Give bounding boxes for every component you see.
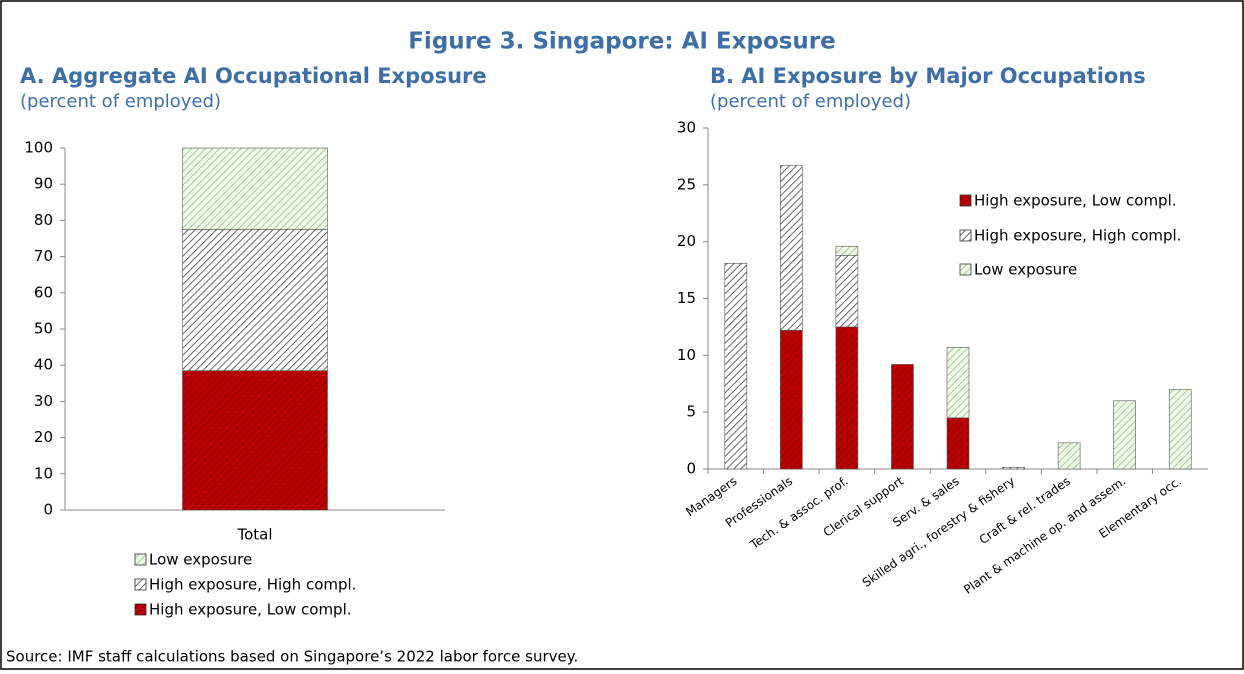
legend-swatch	[134, 603, 147, 616]
legend-swatch	[134, 578, 147, 591]
y-tick-label: 60	[34, 283, 53, 301]
legend-label: High exposure, High compl.	[974, 227, 1181, 245]
legend-label: High exposure, High compl.	[149, 576, 356, 594]
bar-segment	[835, 326, 859, 470]
y-tick-label: 0	[686, 460, 696, 478]
y-tick-label: 0	[43, 501, 53, 519]
bar-segment	[1057, 442, 1081, 470]
y-tick-label: 90	[34, 175, 53, 193]
legend-label: Low exposure	[149, 551, 252, 569]
y-tick-label: 5	[686, 403, 696, 421]
bar-segment	[835, 245, 859, 256]
y-tick-label: 30	[34, 392, 53, 410]
panel-title: B. AI Exposure by Major Occupations	[710, 64, 1146, 88]
panel-subtitle: (percent of employed)	[20, 91, 221, 112]
bar-segment	[1113, 400, 1136, 470]
legend-label: High exposure, Low compl.	[149, 601, 352, 619]
y-tick-label: 10	[34, 464, 53, 482]
y-tick-label: 40	[34, 356, 53, 374]
x-tick-label: Craft & rel. trades	[977, 474, 1073, 547]
bar-segment	[835, 255, 859, 328]
bar-segment	[1168, 389, 1192, 470]
y-tick-label: 100	[24, 139, 53, 157]
legend-swatch	[959, 194, 972, 207]
bar-segment	[182, 370, 328, 511]
figure-title: Figure 3. Singapore: AI Exposure	[408, 29, 836, 55]
y-tick-label: 20	[34, 428, 53, 446]
panel-title: A. Aggregate AI Occupational Exposure	[20, 64, 487, 88]
bar-segment	[946, 417, 970, 470]
y-tick-label: 50	[34, 320, 53, 338]
bar-segment	[780, 330, 803, 470]
y-tick-label: 25	[677, 175, 696, 193]
y-tick-label: 80	[34, 211, 53, 229]
bar-segment	[724, 262, 748, 470]
y-tick-label: 30	[677, 119, 696, 137]
legend-label: High exposure, Low compl.	[974, 192, 1177, 210]
bar-segment	[946, 347, 970, 419]
bar-segment	[780, 165, 803, 331]
y-tick-label: 10	[677, 346, 696, 364]
y-tick-label: 70	[34, 247, 53, 265]
y-tick-label: 20	[677, 232, 696, 250]
legend-swatch	[134, 553, 147, 566]
legend-swatch	[959, 229, 972, 242]
bar-segment	[182, 147, 328, 230]
panel-subtitle: (percent of employed)	[710, 91, 911, 112]
x-tick-label: Tech. & assoc. prof.	[747, 474, 851, 553]
legend-swatch	[959, 263, 972, 276]
source: Source: IMF staff calculations based on …	[6, 648, 578, 666]
legend-label: Low exposure	[974, 261, 1077, 279]
bar-segment	[1002, 466, 1025, 470]
bar-segment	[182, 229, 328, 371]
x-tick-label: Total	[236, 526, 272, 544]
y-tick-label: 15	[677, 289, 696, 307]
bar-segment	[891, 364, 914, 470]
